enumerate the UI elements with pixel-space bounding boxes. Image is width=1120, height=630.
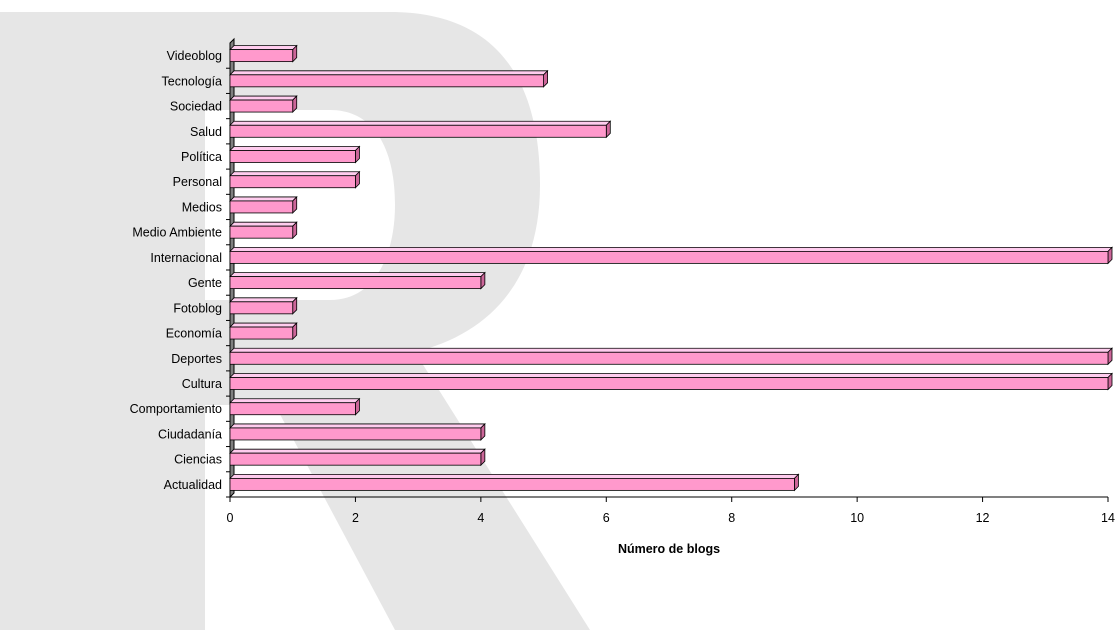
- bar-top-face: [229, 246, 1113, 252]
- category-label: Videoblog: [167, 49, 222, 63]
- category-label: Tecnología: [162, 74, 223, 88]
- x-tick-label: 10: [850, 511, 864, 525]
- bar-top-face: [229, 146, 361, 151]
- bar: [229, 99, 294, 113]
- x-axis-title: Número de blogs: [618, 542, 720, 556]
- bar-top-face: [229, 70, 549, 76]
- x-tick-label: 0: [227, 511, 234, 525]
- bar-top-face: [229, 120, 612, 126]
- category-label: Medio Ambiente: [132, 226, 222, 240]
- bar: [229, 250, 1109, 264]
- x-tick-label: 6: [603, 511, 610, 525]
- bar: [229, 150, 356, 163]
- x-tick-label: 2: [352, 511, 359, 525]
- category-label: Actualidad: [164, 478, 222, 492]
- bar-top-face: [229, 196, 298, 202]
- bar: [229, 301, 294, 315]
- category-label: Salud: [190, 125, 222, 139]
- bar-top-face: [229, 45, 298, 51]
- bar-top-face: [229, 373, 1113, 378]
- bar-top-face: [229, 95, 298, 101]
- bar-top-face: [229, 423, 486, 429]
- category-label: Sociedad: [170, 100, 222, 114]
- bar-top-face: [229, 322, 298, 328]
- bar: [229, 124, 607, 138]
- bar-top-face: [229, 473, 800, 479]
- category-label: Economía: [166, 327, 222, 341]
- category-label: Comportamiento: [130, 402, 222, 416]
- category-label: Deportes: [171, 352, 222, 366]
- category-label: Fotoblog: [173, 301, 222, 315]
- bar-top-face: [229, 171, 361, 177]
- bar: [229, 276, 482, 290]
- bar: [229, 225, 294, 239]
- bar: [229, 351, 1109, 365]
- category-label: Internacional: [150, 251, 222, 265]
- bar: [229, 200, 294, 214]
- bar-top-face: [229, 221, 298, 227]
- bar: [229, 49, 294, 63]
- category-label: Ciencias: [174, 453, 222, 467]
- category-label: Gente: [188, 276, 222, 290]
- bar: [229, 74, 544, 88]
- category-label: Medios: [182, 200, 222, 214]
- x-tick-label: 4: [477, 511, 484, 525]
- bar-top-face: [229, 448, 486, 454]
- bar: [229, 477, 795, 491]
- category-label: Cultura: [182, 377, 222, 391]
- category-label: Personal: [173, 175, 222, 189]
- category-label: Ciudadanía: [158, 427, 222, 441]
- bar-top-face: [229, 297, 298, 303]
- x-tick-label: 12: [976, 511, 990, 525]
- bar: [229, 402, 356, 416]
- bar: [229, 175, 356, 189]
- bar: [229, 452, 482, 466]
- bar-top-face: [229, 347, 1113, 353]
- x-tick-label: 8: [728, 511, 735, 525]
- x-tick-label: 14: [1101, 511, 1115, 525]
- bar: [229, 427, 482, 441]
- bar-top-face: [229, 398, 361, 404]
- bar: [229, 326, 294, 340]
- bar-top-face: [229, 272, 486, 278]
- category-label: Política: [181, 150, 222, 164]
- bar: [229, 377, 1109, 390]
